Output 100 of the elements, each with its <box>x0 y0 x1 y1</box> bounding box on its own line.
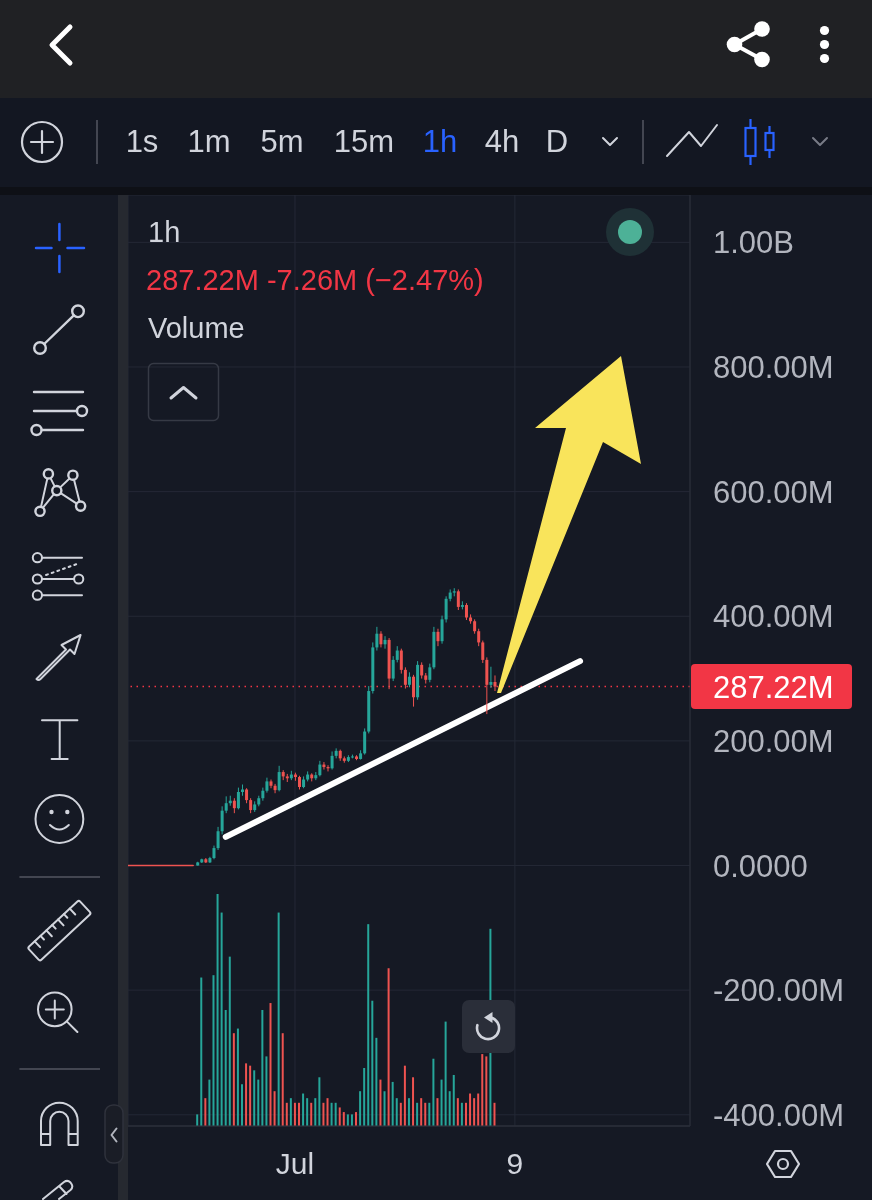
candlestick <box>481 640 485 664</box>
bar <box>212 975 215 1126</box>
bar <box>281 1033 284 1126</box>
bar <box>485 1056 488 1126</box>
bar <box>464 1102 467 1126</box>
bar <box>257 1079 260 1126</box>
bar <box>302 1093 305 1126</box>
bar <box>359 1091 362 1126</box>
y-tick-label: 600.00M <box>713 474 834 510</box>
text: 4h <box>484 124 520 160</box>
bar <box>318 1077 321 1126</box>
bar <box>208 1079 211 1126</box>
bar <box>261 1010 264 1126</box>
bar <box>293 1102 296 1126</box>
text: D <box>545 124 569 160</box>
bar <box>379 1079 382 1126</box>
bar <box>289 1098 292 1126</box>
bar <box>460 1102 463 1126</box>
y-tick-label: 0.0000 <box>713 848 808 884</box>
bar <box>265 1056 268 1126</box>
bar <box>240 1084 243 1126</box>
bar <box>383 1091 386 1126</box>
bar <box>306 1098 309 1126</box>
text: 1m <box>187 124 231 160</box>
bar <box>469 1093 472 1126</box>
bar <box>432 1058 435 1126</box>
bar <box>477 1093 480 1126</box>
bar <box>200 977 203 1126</box>
bar <box>277 912 280 1126</box>
candlestick <box>383 635 387 650</box>
y-tick-label: -200.00M <box>713 973 844 1009</box>
bar <box>395 1098 398 1126</box>
candlestick <box>456 588 460 611</box>
candlestick <box>493 674 497 692</box>
bar <box>228 956 231 1126</box>
bar <box>298 1102 301 1126</box>
candlestick <box>273 783 277 794</box>
bar <box>473 1098 476 1126</box>
bar <box>334 1102 337 1126</box>
candlestick <box>489 666 493 689</box>
bar <box>416 1102 419 1126</box>
bar <box>314 1098 317 1126</box>
bar <box>326 1098 329 1126</box>
bar <box>403 1065 406 1126</box>
bar <box>481 1054 484 1126</box>
bar <box>232 1033 235 1126</box>
text: 1s <box>125 124 159 160</box>
candlestick <box>363 727 367 756</box>
bar <box>220 912 223 1126</box>
text: 1h <box>148 216 181 248</box>
candlestick <box>412 674 416 708</box>
bar <box>371 1000 374 1126</box>
x-tick-label: Jul <box>275 1147 315 1180</box>
candlestick <box>236 787 240 810</box>
candlestick <box>330 750 334 771</box>
text: 287.22M -7.26M (−2.47%) <box>146 264 484 296</box>
candlestick <box>428 663 432 683</box>
candlestick <box>391 655 395 682</box>
bar <box>375 1037 378 1126</box>
bar <box>310 1102 313 1126</box>
bar <box>493 1102 496 1126</box>
bar <box>216 894 219 1126</box>
bar <box>387 968 390 1126</box>
bar <box>424 1102 427 1126</box>
chart-title: Volume <box>148 312 245 344</box>
text: 1h <box>422 124 458 160</box>
bar <box>420 1098 423 1126</box>
bar <box>342 1112 345 1126</box>
bar <box>236 1028 239 1126</box>
bar <box>338 1107 341 1126</box>
bar <box>412 1077 415 1126</box>
text: 15m <box>333 124 395 160</box>
bar <box>355 1112 358 1126</box>
bar <box>273 1091 276 1126</box>
y-tick-label: 200.00M <box>713 723 834 759</box>
bar <box>285 1102 288 1126</box>
bar <box>363 1068 366 1126</box>
candlestick <box>403 666 407 690</box>
bar <box>196 1114 199 1126</box>
bar <box>428 1102 431 1126</box>
candlestick <box>375 626 379 652</box>
bar <box>444 1021 447 1126</box>
y-tick-label: 1.00B <box>713 225 795 261</box>
bar <box>269 1003 272 1126</box>
bar <box>367 924 370 1126</box>
text: 5m <box>260 124 304 160</box>
ref-line-label: 287.22M <box>713 669 834 705</box>
bar <box>322 1102 325 1126</box>
bar <box>249 1065 252 1126</box>
bar <box>452 1074 455 1126</box>
bar <box>448 1091 451 1126</box>
bar <box>346 1114 349 1126</box>
bar <box>436 1098 439 1126</box>
x-tick-label: 9 <box>506 1147 524 1180</box>
y-tick-label: 400.00M <box>713 599 834 635</box>
bar <box>224 1010 227 1126</box>
bar <box>330 1102 333 1126</box>
candlestick <box>399 648 403 675</box>
bar <box>440 1079 443 1126</box>
bar <box>407 1098 410 1126</box>
